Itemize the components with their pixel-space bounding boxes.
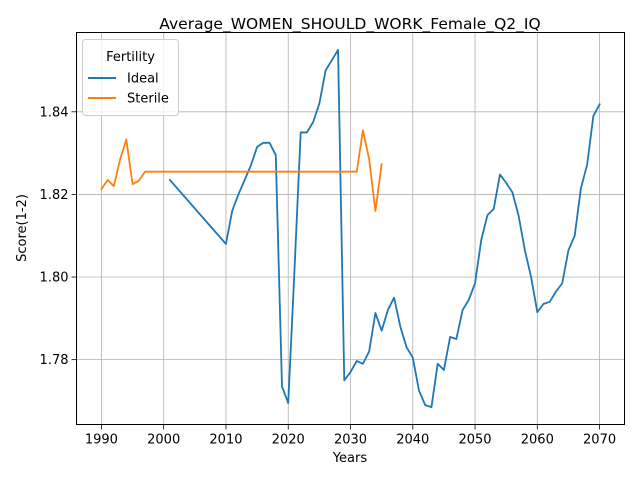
legend-title: Fertility: [106, 50, 155, 65]
x-tick-label: 2040: [396, 433, 429, 448]
legend-box: [82, 39, 179, 116]
legend-label-ideal: Ideal: [127, 72, 159, 87]
legend-label-sterile: Sterile: [127, 92, 169, 107]
x-tick-label: 2010: [209, 433, 242, 448]
series-line-ideal: [168, 48, 601, 409]
plot-lines: [100, 48, 601, 409]
x-axis-label: Years: [332, 451, 368, 466]
y-tick-label: 1.80: [40, 271, 69, 286]
y-tick-label: 1.78: [40, 353, 69, 368]
x-tick-label: 2050: [458, 433, 491, 448]
x-tick-label: 2000: [147, 433, 180, 448]
y-tick-label: 1.84: [40, 105, 69, 120]
y-axis-label: Score(1-2): [15, 194, 30, 262]
legend: Fertility Ideal Sterile: [82, 39, 179, 116]
x-tick-label: 2060: [521, 433, 554, 448]
y-tick-label: 1.82: [40, 188, 69, 203]
y-axis-ticks: 1.78 1.80 1.82 1.84: [40, 105, 77, 368]
chart-title: Average_WOMEN_SHOULD_WORK_Female_Q2_IQ: [159, 15, 540, 34]
series-line-sterile: [100, 129, 383, 212]
x-tick-label: 2020: [272, 433, 305, 448]
x-tick-label: 2070: [583, 433, 616, 448]
grid: [76, 32, 625, 425]
x-axis-ticks: 1990 2000 2010 2020 2030 2040 2050 2060 2070: [85, 424, 616, 448]
x-tick-label: 2030: [334, 433, 367, 448]
x-tick-label: 1990: [85, 433, 118, 448]
